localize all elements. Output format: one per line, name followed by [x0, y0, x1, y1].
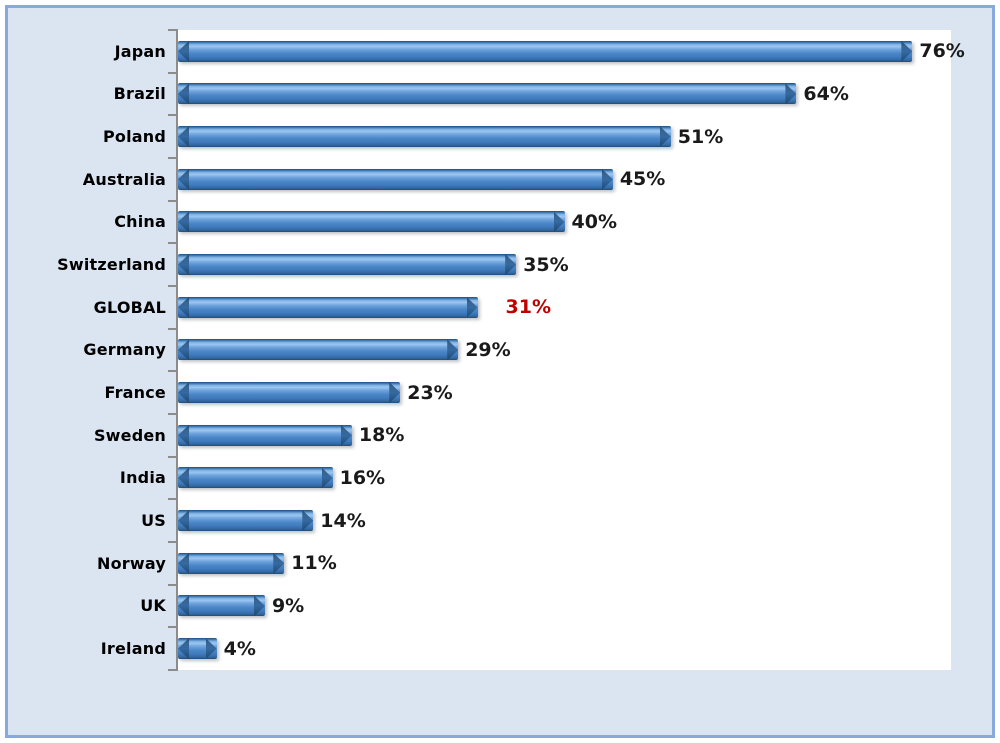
axis-tick	[168, 669, 177, 671]
bar	[178, 382, 401, 404]
chart-row: Germany 29%	[0, 329, 1000, 372]
bar	[178, 296, 478, 318]
value-label: 23%	[407, 381, 453, 404]
bar	[178, 552, 285, 574]
bar	[178, 40, 913, 62]
axis-tick	[168, 413, 177, 415]
category-label: Switzerland	[57, 255, 166, 275]
axis-tick	[168, 157, 177, 159]
value-label: 31%	[505, 296, 552, 319]
category-label: US	[141, 511, 166, 531]
category-label: France	[104, 383, 166, 403]
chart-row: China 40%	[0, 201, 1000, 244]
chart-row: US 14%	[0, 499, 1000, 542]
chart-row: GLOBAL 31%	[0, 286, 1000, 329]
bar	[178, 83, 797, 105]
chart-row: Norway 11%	[0, 542, 1000, 585]
value-label: 14%	[320, 509, 366, 532]
axis-tick	[168, 327, 177, 330]
chart-row: Australia 45%	[0, 158, 1000, 201]
bar	[178, 211, 565, 233]
category-label: Brazil	[113, 84, 166, 104]
chart-row: Japan 76%	[0, 30, 1000, 73]
y-axis-line	[176, 29, 178, 671]
axis-tick	[168, 541, 177, 543]
value-label: 35%	[523, 253, 569, 276]
category-label: China	[114, 212, 166, 232]
axis-tick	[168, 626, 177, 629]
chart-row: Poland 51%	[0, 115, 1000, 158]
category-label: Australia	[82, 169, 166, 189]
chart-row: India 16%	[0, 457, 1000, 500]
bar	[178, 510, 314, 532]
axis-tick	[168, 370, 177, 373]
bar	[178, 339, 459, 361]
axis-tick	[168, 242, 177, 245]
chart-row: Switzerland 35%	[0, 243, 1000, 286]
value-label: 40%	[571, 210, 617, 233]
bar	[178, 424, 352, 446]
category-label: UK	[140, 596, 166, 616]
axis-tick	[168, 199, 177, 202]
value-label: 51%	[677, 125, 724, 148]
value-label: 4%	[223, 637, 256, 660]
axis-tick	[168, 498, 177, 501]
chart-row: UK 9%	[0, 585, 1000, 628]
axis-tick	[168, 455, 177, 458]
category-label: Norway	[97, 553, 166, 573]
category-label: Sweden	[93, 425, 166, 445]
chart-row: France 23%	[0, 371, 1000, 414]
bar	[178, 254, 517, 276]
chart-row: Ireland 4%	[0, 627, 1000, 670]
category-label: Poland	[102, 127, 166, 147]
value-label: 16%	[339, 466, 386, 489]
category-label: India	[119, 468, 166, 488]
category-label: Japan	[114, 41, 166, 61]
value-label: 9%	[271, 594, 305, 617]
value-label: 11%	[291, 552, 337, 575]
value-label: 18%	[358, 424, 405, 447]
bar	[178, 467, 333, 489]
axis-tick	[168, 114, 177, 117]
value-label: 29%	[465, 338, 511, 361]
category-label: GLOBAL	[93, 297, 166, 317]
axis-tick	[168, 71, 177, 74]
category-label: Ireland	[100, 639, 166, 659]
bar	[178, 595, 265, 617]
bar	[178, 638, 217, 660]
chart-row: Sweden 18%	[0, 414, 1000, 457]
axis-tick	[168, 285, 177, 287]
chart-row: Brazil 64%	[0, 73, 1000, 116]
value-label: 64%	[803, 82, 849, 105]
category-label: Germany	[83, 340, 166, 360]
axis-tick	[168, 583, 177, 586]
value-label: 45%	[619, 168, 666, 191]
bar	[178, 168, 613, 190]
value-label: 76%	[919, 40, 965, 63]
axis-tick	[168, 29, 177, 31]
bar	[178, 126, 671, 148]
